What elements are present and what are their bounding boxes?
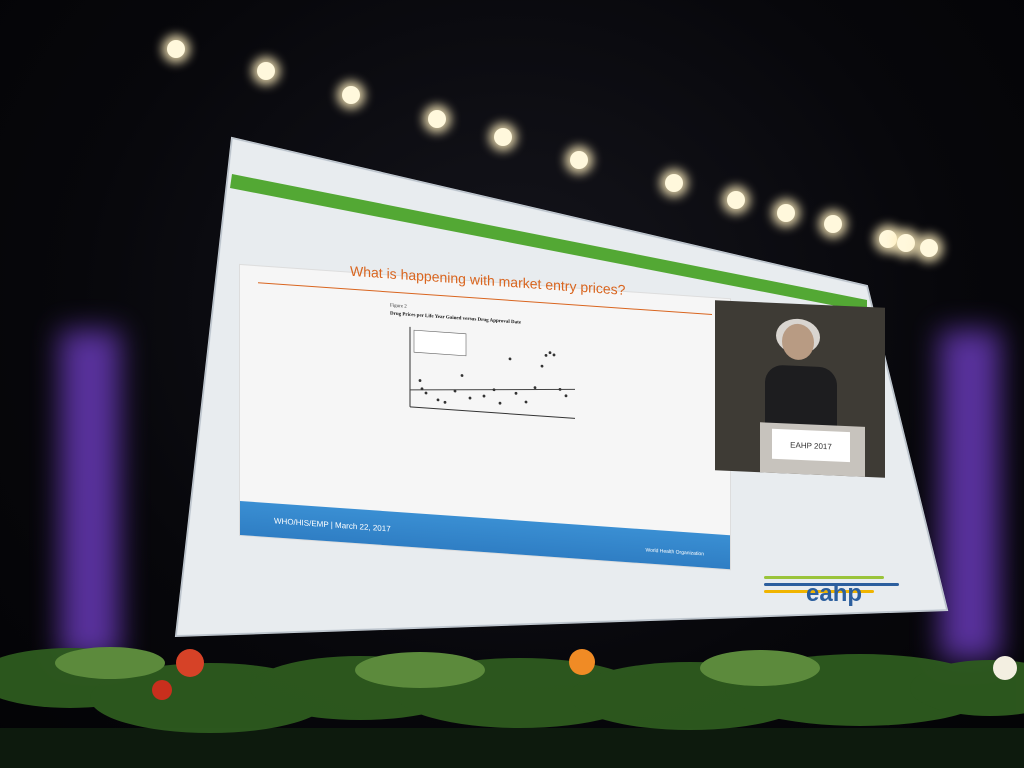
left-purple-light (60, 330, 120, 660)
plot-legend (413, 329, 467, 357)
eahp-logo: eahp (806, 580, 863, 607)
speaker-video-feed: EAHP 2017 (715, 300, 885, 478)
flowers (152, 649, 1017, 700)
fern-highlights (55, 647, 820, 688)
main-slide: What is happening with market entry pric… (240, 263, 730, 570)
stage-light (428, 110, 446, 128)
orange-flower (569, 649, 595, 675)
speaker-head (782, 323, 814, 361)
eahp-logo-lines (764, 570, 914, 600)
stage-light (920, 239, 938, 257)
who-logo-text: World Health Organization (645, 547, 704, 558)
red-flower (152, 680, 172, 700)
white-flower (993, 656, 1017, 680)
foliage-foreground (0, 647, 1024, 768)
stage-light (824, 215, 842, 233)
stage-light (879, 230, 897, 248)
stage-light (167, 40, 185, 58)
stage-light (665, 174, 683, 192)
screen-border (175, 137, 948, 637)
stage-light (570, 151, 588, 169)
stage-light (494, 128, 512, 146)
speaker-body (765, 364, 837, 428)
right-purple-light (940, 330, 1000, 660)
stage-light (727, 191, 745, 209)
red-flower (176, 649, 204, 677)
figure-label: Figure 2 (390, 303, 407, 310)
slide-scatter-plot (409, 326, 576, 419)
plot-trend-line (409, 388, 576, 391)
stage-light (342, 86, 360, 104)
plot-points (418, 351, 568, 405)
podium-sign: EAHP 2017 (772, 428, 850, 463)
stage-light (257, 62, 275, 80)
slide-footer-text: WHO/HIS/EMP | March 22, 2017 (274, 516, 391, 534)
green-band (230, 174, 867, 312)
stage-light (897, 234, 915, 252)
plant-bed (0, 728, 1024, 768)
plot-x-axis (410, 406, 575, 419)
stage-light (777, 204, 795, 222)
